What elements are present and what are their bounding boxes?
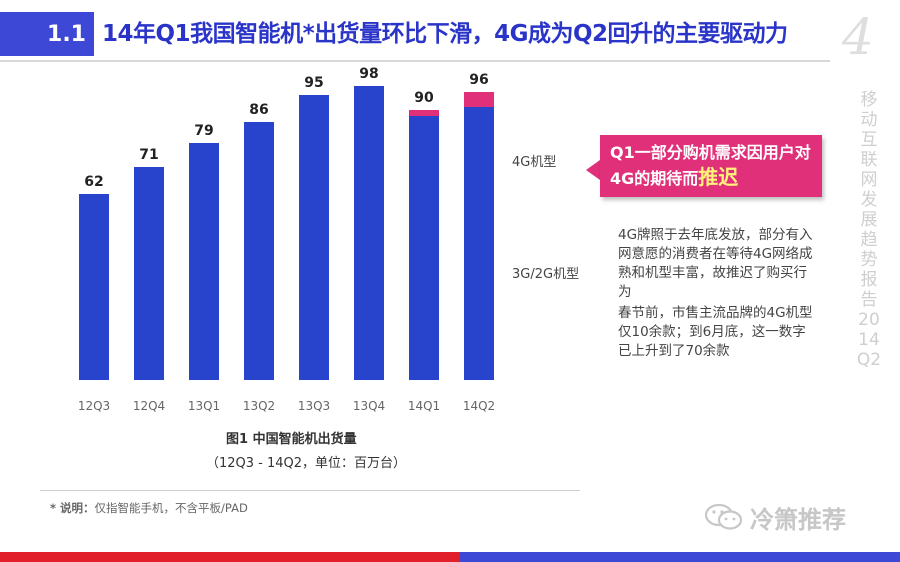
x-tick-label: 13Q3 [298,399,330,413]
bar-14q2-3g2g [464,107,494,380]
bar-14q1-4g [409,110,439,116]
data-label: 96 [469,72,488,88]
bottom-bar-blue [460,552,900,562]
note-license: 4G牌照于去年底发放，部分有入网意愿的消费者在等待4G网络成熟和机型丰富，故推迟… [618,227,813,300]
footnote-text: 仅指智能手机，不含平板/PAD [94,501,248,515]
bar-13q1-3g2g [189,143,219,380]
callout-arrow-icon [586,160,600,180]
x-tick-label: 13Q4 [353,399,385,413]
data-label: 62 [84,174,103,190]
section-number: 1.1 [0,12,94,56]
chart-caption-title: 图1 中国智能机出货量 [226,432,357,447]
bar-12q3-3g2g [79,194,109,380]
data-label: 71 [139,147,158,163]
callout-highlight: 推迟 [698,165,739,189]
bar-13q4-3g2g [354,86,384,380]
x-tick-label: 13Q2 [243,399,275,413]
bar-12q4-3g2g [134,167,164,380]
x-tick-label: 13Q1 [188,399,220,413]
data-label: 95 [304,75,323,91]
data-label: 90 [414,90,434,106]
page-title: 14年Q1我国智能机*出货量环比下滑，4G成为Q2回升的主要驱动力 [102,21,788,47]
watermark-text: 冷箫推荐 [750,505,846,534]
data-label: 98 [359,66,378,82]
data-label: 86 [249,102,268,118]
bar-14q1-3g2g [409,116,439,380]
callout-box: Q1一部分购机需求因用户对4G的期待而推迟 [600,135,822,197]
bar-13q3-3g2g [299,95,329,380]
x-tick-label: 14Q2 [463,399,495,413]
side-report-label: 移动互联网发展趋势报告 2014Q2 [856,90,882,370]
bar-13q2-3g2g [244,122,274,380]
x-tick-label: 12Q4 [133,399,165,413]
legend-3g2g: 3G/2G机型 [512,267,579,282]
bar-14q2-4g [464,92,494,107]
corner-page-number: 4 [842,8,874,66]
x-tick-label: 12Q3 [78,399,110,413]
note-models: 春节前，市售主流品牌的4G机型仅10余款；到6月底，这一数字已上升到了70余款 [618,305,813,359]
footnote-divider [40,490,580,491]
callout-text: Q1一部分购机需求因用户对4G的期待而 [610,143,811,188]
footnote: * 说明：仅指智能手机，不含平板/PAD [50,500,248,516]
wechat-icon [704,503,743,530]
footnote-label: * 说明： [50,501,95,515]
data-label: 79 [194,123,213,139]
chart-caption-subtitle: （12Q3 - 14Q2，单位：百万台） [206,456,407,471]
title-divider [0,60,830,62]
legend-4g: 4G机型 [512,155,556,170]
wechat-watermark: 冷箫推荐 [704,500,846,534]
x-tick-label: 14Q1 [408,399,440,413]
bottom-bar-red [0,552,460,562]
